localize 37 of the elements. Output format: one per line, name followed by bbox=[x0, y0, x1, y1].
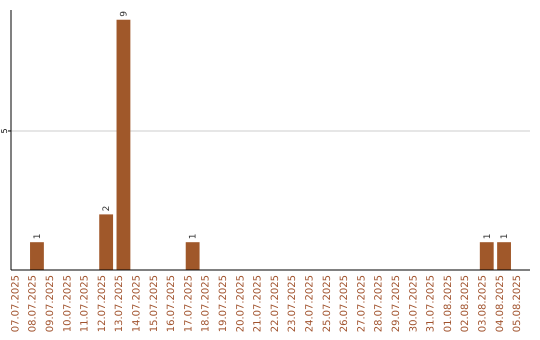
x-tick-label: 15.07.2025 bbox=[148, 275, 160, 332]
data-label: 1 bbox=[482, 233, 493, 240]
x-tick-label: 31.07.2025 bbox=[426, 275, 437, 332]
data-label: 2 bbox=[102, 206, 112, 212]
x-tick-label: 28.07.2025 bbox=[374, 275, 385, 332]
x-tick-label: 14.07.2025 bbox=[131, 275, 142, 332]
x-tick-label: 08.07.2025 bbox=[28, 275, 39, 332]
x-tick-label: 20.07.2025 bbox=[235, 275, 246, 332]
data-label: 1 bbox=[500, 233, 510, 240]
x-tick-label: 05.08.2025 bbox=[512, 275, 524, 332]
x-tick-label: 03.08.2025 bbox=[477, 275, 488, 332]
x-tick-label: 01.08.2025 bbox=[442, 275, 454, 332]
x-tick-label: 27.07.2025 bbox=[356, 275, 368, 332]
x-tick-label: 02.08.2025 bbox=[460, 275, 472, 332]
x-tick-label: 07.07.2025 bbox=[10, 275, 22, 332]
x-tick-label: 21.07.2025 bbox=[252, 275, 264, 332]
x-tick-label: 24.07.2025 bbox=[304, 275, 316, 332]
x-tick-label: 26.07.2025 bbox=[339, 275, 350, 332]
x-tick-label: 12.07.2025 bbox=[96, 275, 108, 332]
x-tick-label: 18.07.2025 bbox=[200, 275, 212, 332]
x-tick-label: 11.07.2025 bbox=[80, 275, 91, 332]
x-tick-label: 30.07.2025 bbox=[408, 275, 420, 332]
x-tick-label: 13.07.2025 bbox=[114, 275, 126, 332]
x-tick-label: 16.07.2025 bbox=[166, 275, 178, 332]
data-label: 1 bbox=[32, 233, 43, 240]
x-tick-label: 09.07.2025 bbox=[44, 275, 56, 332]
x-tick-label: 23.07.2025 bbox=[287, 275, 298, 332]
x-tick-label: 25.07.2025 bbox=[322, 275, 333, 332]
x-tick-label: 29.07.2025 bbox=[390, 275, 402, 332]
x-tick-label: 22.07.2025 bbox=[270, 275, 281, 332]
x-tick-label: 17.07.2025 bbox=[183, 275, 194, 332]
data-label: 9 bbox=[119, 10, 130, 17]
x-tick-label: 19.07.2025 bbox=[218, 275, 229, 332]
data-label: 1 bbox=[188, 233, 199, 240]
x-tick-label: 10.07.2025 bbox=[62, 275, 74, 332]
x-tick-label: 04.08.2025 bbox=[494, 275, 506, 332]
y-tick-label: 5 bbox=[0, 128, 9, 134]
